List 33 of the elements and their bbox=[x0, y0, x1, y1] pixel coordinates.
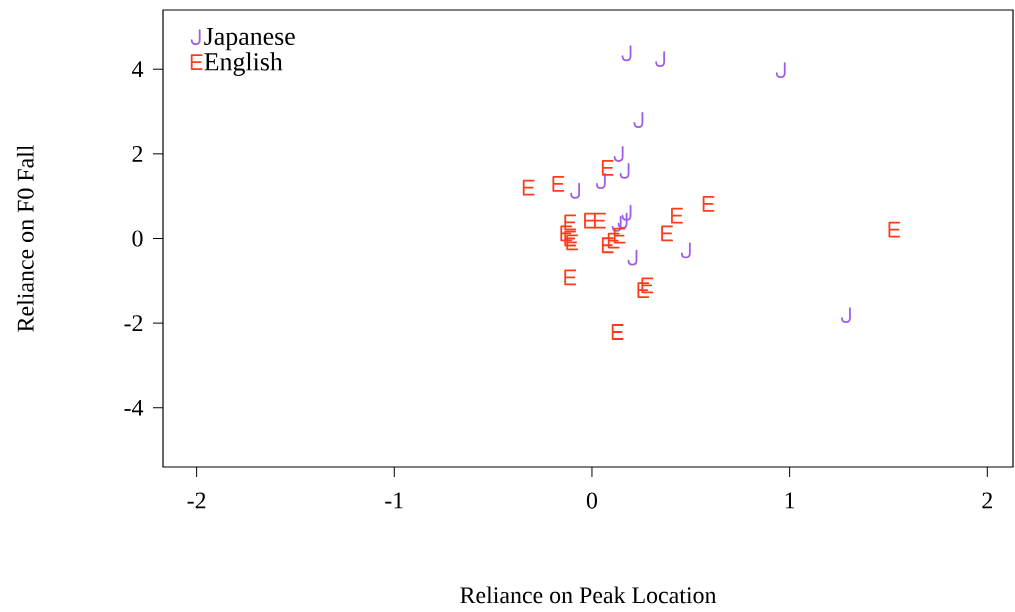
point bbox=[564, 214, 577, 231]
point bbox=[564, 230, 577, 247]
point bbox=[702, 195, 715, 212]
y-axis-title: Reliance on F0 Fall bbox=[16, 145, 34, 332]
x-tick-label: -2 bbox=[187, 492, 206, 509]
x-tick-label: 0 bbox=[586, 492, 598, 509]
point bbox=[522, 179, 535, 196]
point bbox=[888, 221, 901, 238]
y-tick-label: 4 bbox=[132, 61, 144, 78]
point bbox=[601, 237, 614, 254]
point bbox=[593, 212, 606, 229]
point bbox=[564, 269, 577, 286]
y-tick-label: -4 bbox=[124, 399, 144, 416]
point bbox=[611, 324, 624, 340]
point bbox=[584, 212, 596, 229]
x-tick-label: 1 bbox=[785, 492, 795, 509]
y-tick-label: 0 bbox=[132, 230, 143, 247]
point bbox=[552, 176, 565, 192]
y-tick-label: 2 bbox=[132, 145, 143, 162]
y-tick-label: -2 bbox=[124, 315, 143, 332]
point bbox=[671, 207, 683, 224]
legend-label: English bbox=[204, 52, 283, 76]
x-tick-label: -1 bbox=[385, 492, 403, 509]
point bbox=[601, 159, 614, 176]
point bbox=[661, 225, 673, 242]
point bbox=[607, 232, 620, 249]
point bbox=[566, 234, 579, 251]
x-tick-label: 2 bbox=[982, 492, 992, 509]
point bbox=[641, 277, 654, 294]
point bbox=[613, 227, 626, 244]
x-axis-title: Reliance on Peak Location bbox=[460, 586, 717, 604]
legend-label: Japanese bbox=[204, 27, 295, 51]
point bbox=[560, 225, 573, 242]
